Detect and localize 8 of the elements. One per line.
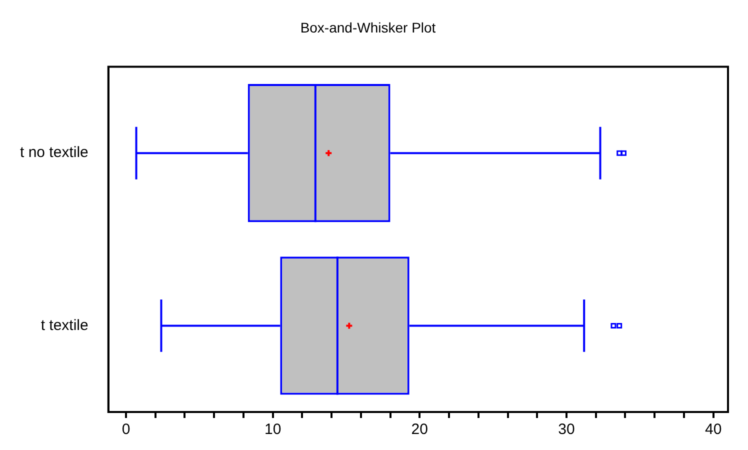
x-tick-label: 0 xyxy=(122,421,130,438)
y-tick-label: t no textile xyxy=(20,144,88,162)
x-tick-label: 10 xyxy=(264,421,282,438)
x-tick-label: 30 xyxy=(558,421,575,438)
chart-title: Box-and-Whisker Plot xyxy=(300,19,436,36)
x-tick-label: 40 xyxy=(704,421,722,438)
x-tick-label: 20 xyxy=(411,421,428,438)
y-tick-label: t textile xyxy=(40,316,88,334)
